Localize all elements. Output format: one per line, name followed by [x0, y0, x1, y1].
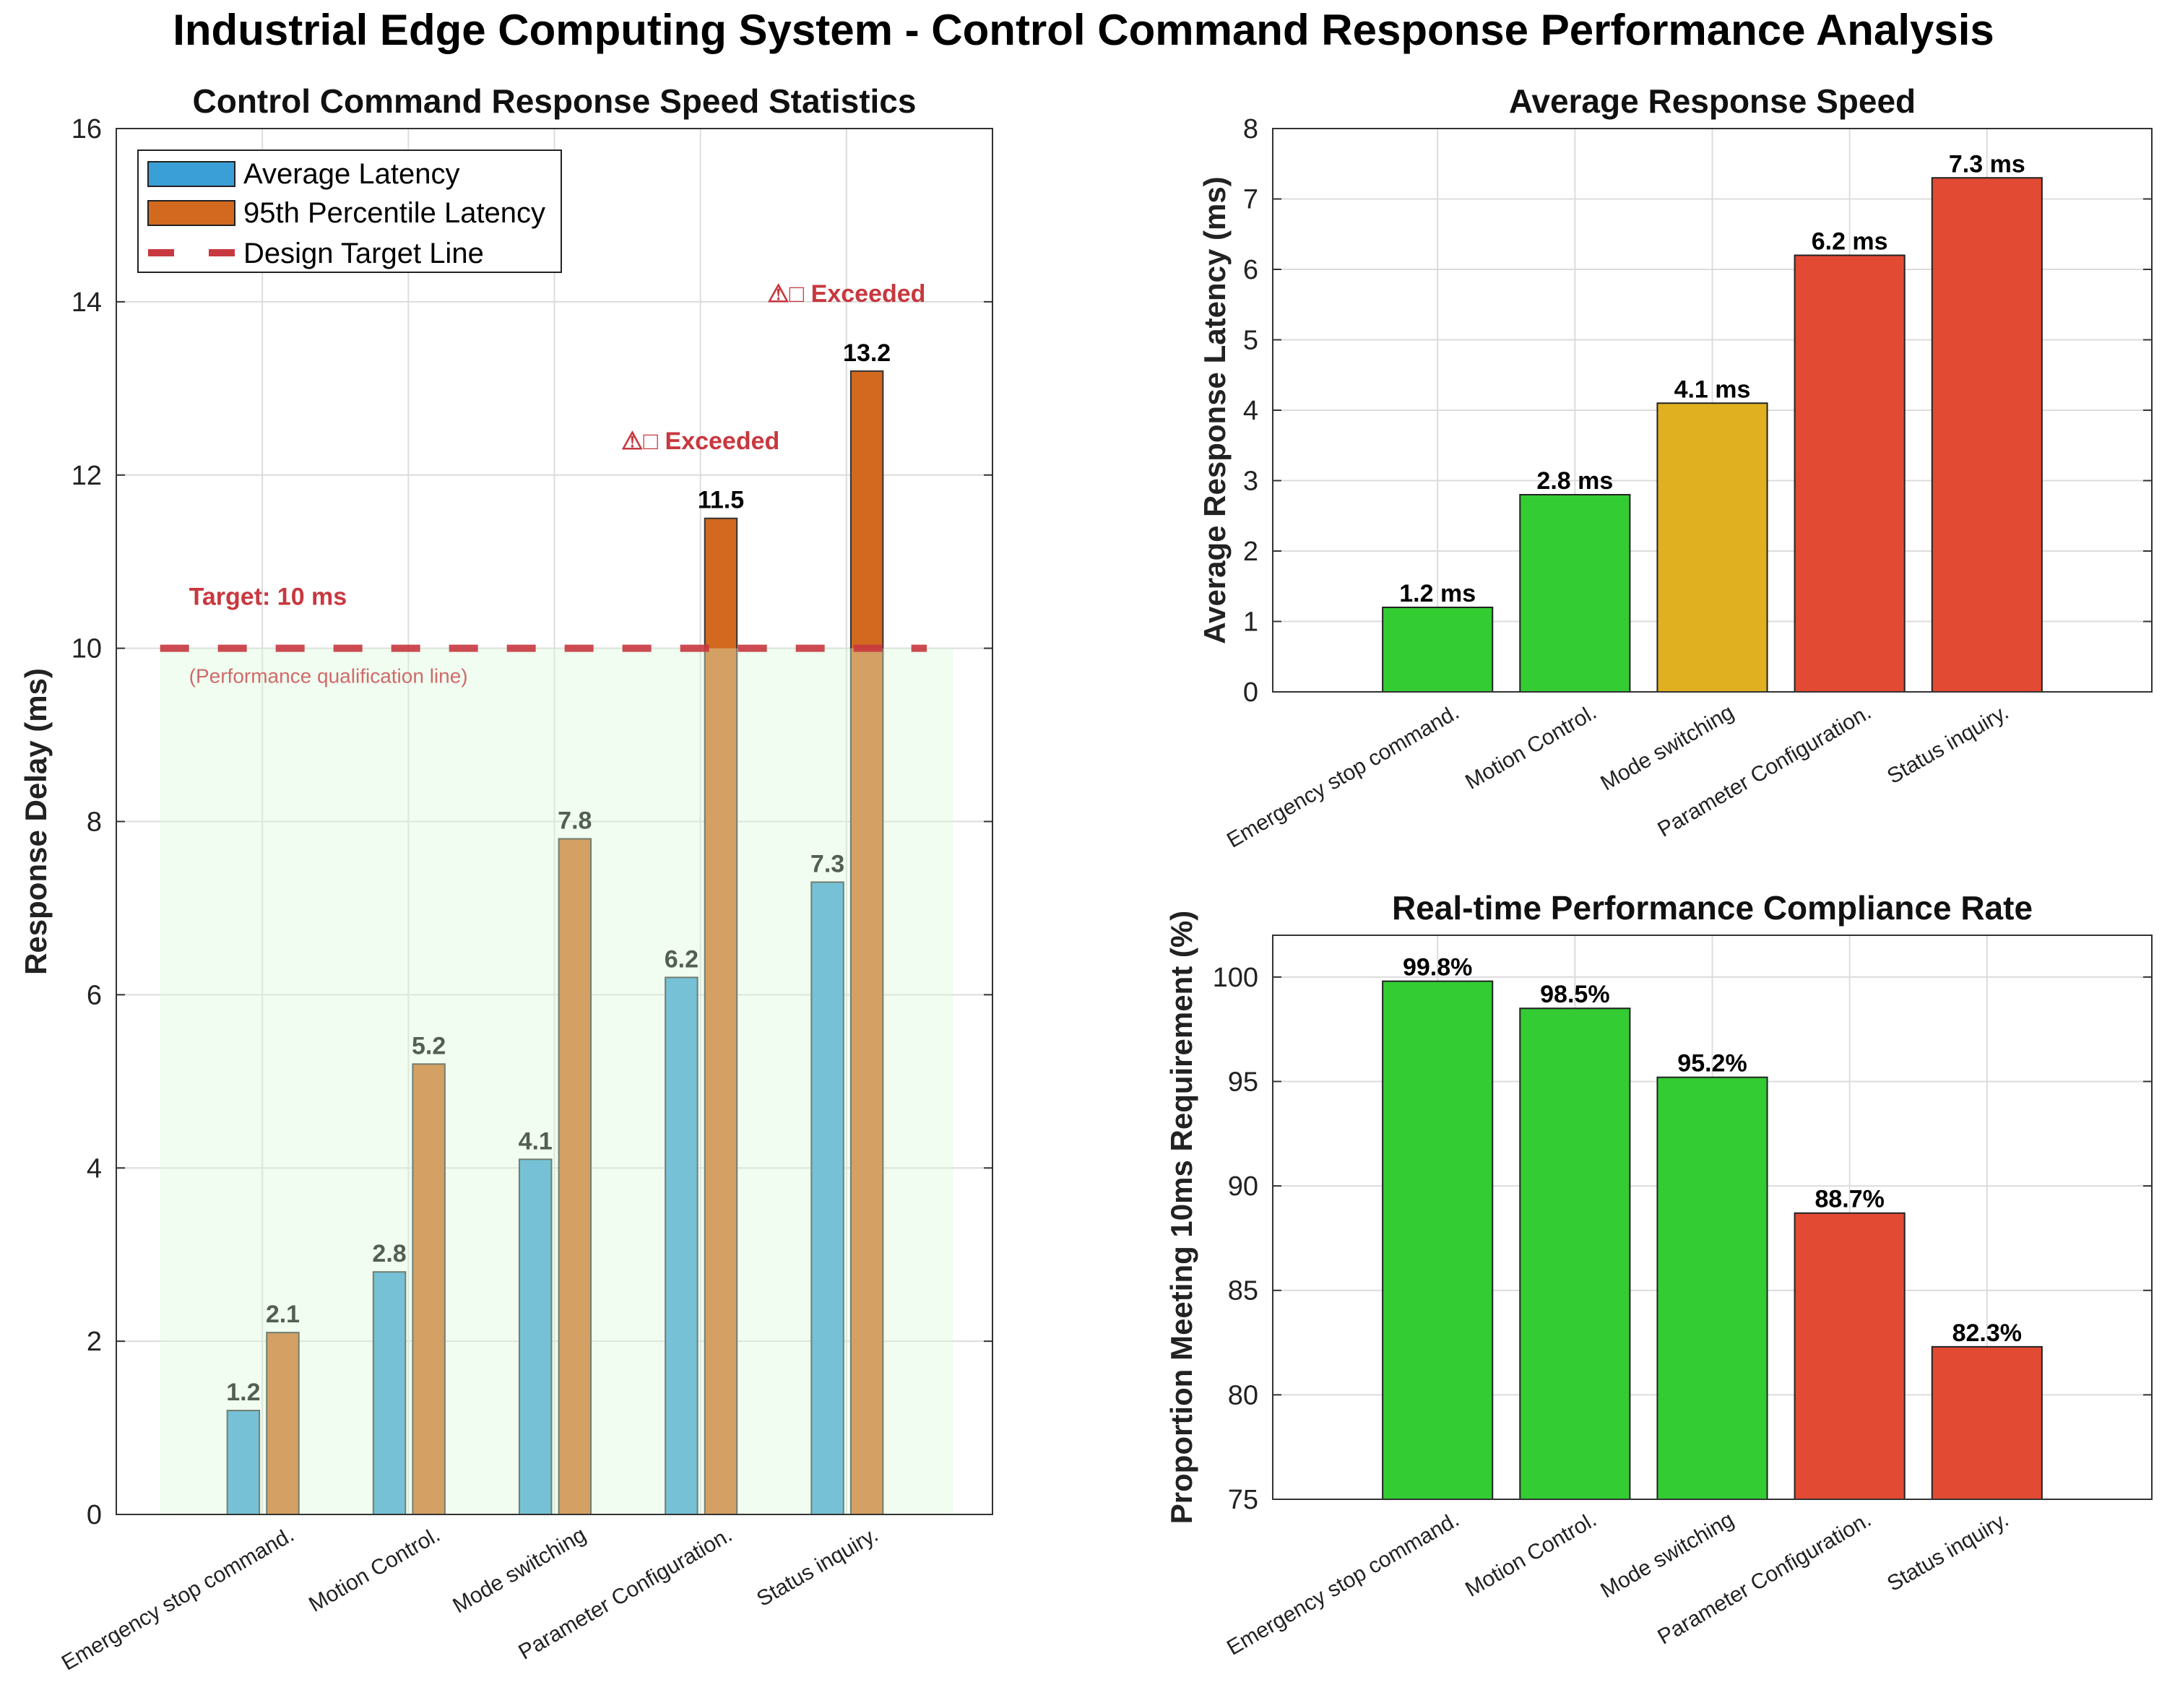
y-tick-label: 1: [1243, 607, 1258, 638]
bar: [1931, 177, 2043, 693]
x-category-label: Mode switching: [1596, 700, 1738, 795]
chart-0: 0 2 4 6 8 10 12 14 16 Emergency stop command. Moti…: [58, 114, 992, 1676]
x-category-label: Emergency stop command.: [1223, 700, 1463, 852]
y-tick-label: 7: [1243, 185, 1258, 215]
bar: [1519, 494, 1631, 693]
bar: [1382, 607, 1494, 693]
bar-value-label: 6.2: [665, 945, 698, 973]
y-tick-label: 8: [1243, 114, 1258, 144]
bar-value-label: 13.2: [843, 339, 891, 367]
y-tick-label: 85: [1228, 1276, 1258, 1306]
x-category-label: Mode switching: [1596, 1507, 1738, 1603]
axes-box: [116, 128, 993, 1515]
bar: [1382, 980, 1494, 1501]
chart-title: Control Command Response Speed Statistic…: [193, 82, 917, 120]
x-category-label: Motion Control.: [1461, 1507, 1601, 1601]
y-tick-label: 16: [72, 114, 102, 144]
bar-value-label: 11.5: [698, 487, 744, 514]
x-category-label: Status inquiry.: [753, 1522, 882, 1611]
axes-box: [1272, 935, 2153, 1500]
y-tick-label: 4: [87, 1153, 102, 1184]
y-tick-label: 0: [1243, 677, 1258, 708]
x-category-label: Motion Control.: [1461, 700, 1601, 794]
x-category-label: Parameter Configuration.: [1653, 1507, 1875, 1649]
qualified-region: [160, 648, 953, 1514]
y-axis-label: Response Delay (ms): [19, 668, 53, 975]
legend: [137, 149, 562, 273]
y-tick-label: 14: [72, 287, 102, 318]
bar-value-label: 99.8%: [1403, 954, 1472, 981]
target-label: Target: 10 ms: [189, 584, 347, 611]
x-category-label: Emergency stop command.: [1223, 1507, 1463, 1660]
p95-latency-bar: [704, 517, 738, 1515]
bar-value-label: 82.3%: [1952, 1319, 2022, 1347]
y-tick-label: 3: [1243, 467, 1258, 497]
avg-latency-bar: [665, 976, 698, 1515]
target-sublabel: (Performance qualification line): [189, 665, 468, 688]
bar-value-label: 4.1: [519, 1127, 553, 1155]
legend-label-target: Design Target Line: [243, 238, 484, 269]
y-axis-label: Proportion Meeting 10ms Requirement (%): [1164, 911, 1198, 1524]
bar: [1519, 1007, 1631, 1500]
x-category-label: Mode switching: [449, 1522, 590, 1618]
y-tick-label: 0: [87, 1500, 102, 1530]
x-category-label: Status inquiry.: [1883, 1507, 2012, 1596]
y-tick-label: 6: [87, 980, 102, 1010]
legend-swatch-avg: [147, 161, 235, 187]
bar-value-label: 1.2: [226, 1379, 260, 1406]
legend-label-p95: 95th Percentile Latency: [243, 197, 545, 229]
bar: [1656, 402, 1768, 693]
bar-value-label: 7.3 ms: [1949, 150, 2025, 178]
bar-value-label: 2.1: [266, 1301, 300, 1328]
p95-latency-bar: [266, 1332, 300, 1515]
x-category-label: Status inquiry.: [1883, 700, 2012, 789]
bar: [1931, 1345, 2043, 1500]
bar: [1656, 1076, 1768, 1500]
bar: [1794, 254, 1906, 693]
bar: [1794, 1212, 1906, 1501]
y-tick-label: 4: [1243, 396, 1258, 426]
bar-value-label: 2.8 ms: [1536, 467, 1613, 495]
y-tick-label: 75: [1228, 1485, 1258, 1515]
y-tick-label: 100: [1213, 963, 1258, 993]
x-category-label: Parameter Configuration.: [1653, 700, 1875, 841]
y-tick-label: 8: [87, 807, 102, 838]
bar-value-label: 98.5%: [1540, 981, 1609, 1008]
y-tick-label: 90: [1228, 1171, 1258, 1202]
axes-box: [1272, 128, 2153, 693]
y-tick-label: 80: [1228, 1380, 1258, 1410]
y-tick-label: 12: [72, 461, 102, 491]
bar-value-label: 88.7%: [1815, 1186, 1884, 1213]
bar-value-label: 1.2 ms: [1399, 580, 1476, 607]
exceeded-annotation: ⚠□ Exceeded: [621, 428, 779, 455]
bar-value-label: 6.2 ms: [1812, 228, 1888, 256]
avg-latency-bar: [810, 881, 844, 1516]
bar-value-label: 7.3: [810, 850, 844, 877]
legend-swatch-p95: [147, 200, 235, 226]
chart-title: Real-time Performance Compliance Rate: [1392, 889, 2033, 927]
avg-latency-bar: [518, 1158, 553, 1515]
y-tick-label: 10: [72, 634, 102, 664]
bar-value-label: 2.8: [372, 1240, 406, 1267]
chart-title: Average Response Speed: [1509, 82, 1916, 120]
p95-latency-bar: [558, 838, 592, 1516]
bar-value-label: 4.1 ms: [1674, 376, 1751, 403]
y-axis-label: Average Response Latency (ms): [1198, 176, 1232, 643]
figure-title: Industrial Edge Computing System - Contr…: [173, 6, 1994, 54]
bar-value-label: 95.2%: [1677, 1050, 1747, 1078]
p95-latency-bar: [412, 1063, 446, 1515]
bar-value-label: 7.8: [558, 807, 592, 834]
y-tick-label: 5: [1243, 326, 1258, 356]
x-category-label: Emergency stop command.: [58, 1522, 298, 1675]
x-category-label: Motion Control.: [305, 1522, 444, 1616]
bar-value-label: 5.2: [412, 1032, 446, 1059]
y-tick-label: 95: [1228, 1067, 1258, 1097]
avg-latency-bar: [372, 1271, 407, 1516]
legend-label-avg: Average Latency: [243, 158, 459, 190]
y-tick-label: 6: [1243, 255, 1258, 285]
y-tick-label: 2: [1243, 537, 1258, 567]
exceeded-annotation: ⚠□ Exceeded: [767, 280, 925, 308]
y-tick-label: 2: [87, 1327, 102, 1357]
